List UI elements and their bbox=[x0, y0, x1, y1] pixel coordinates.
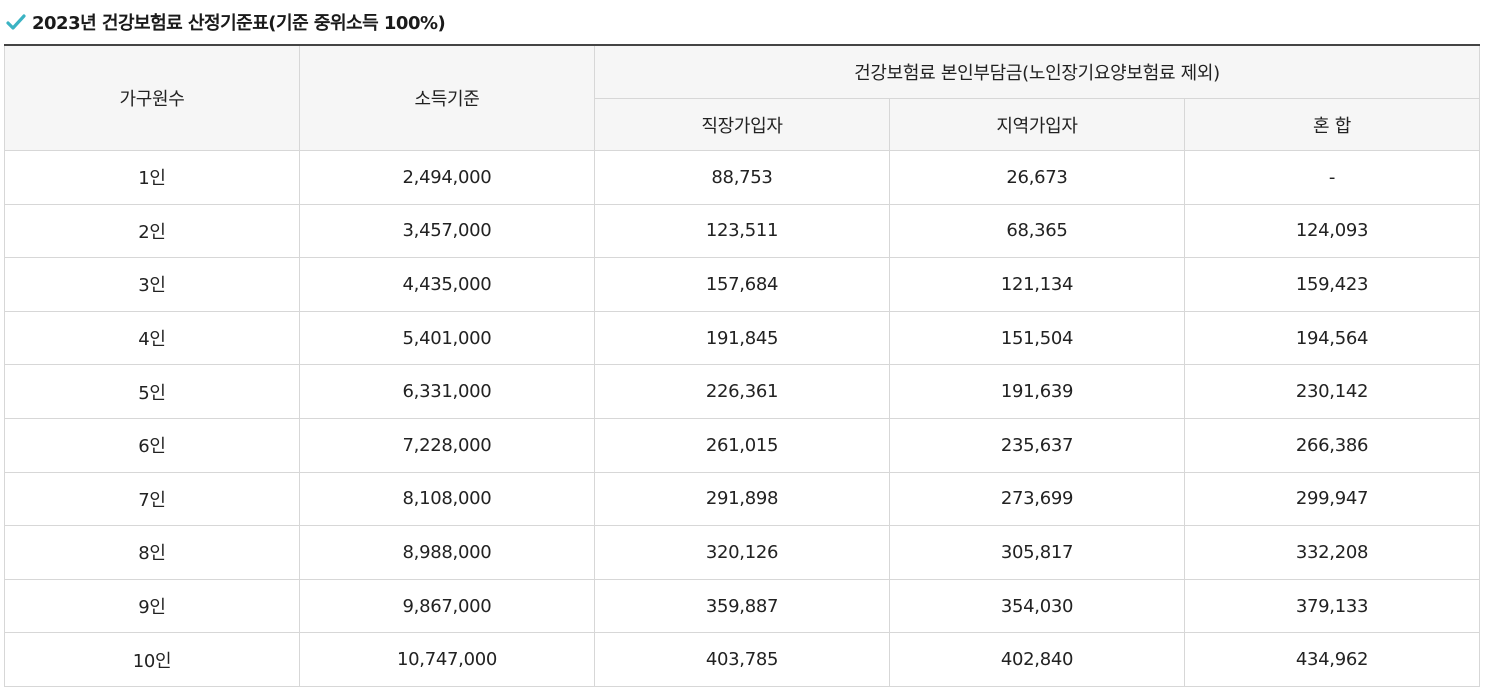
cell-mixed: 332,208 bbox=[1184, 525, 1480, 580]
table-row: 2인 3,457,000 123,511 68,365 124,093 bbox=[4, 203, 1480, 259]
table-row: 6인 7,228,000 261,015 235,637 266,386 bbox=[4, 417, 1480, 473]
table-row: 8인 8,988,000 320,126 305,817 332,208 bbox=[4, 525, 1480, 580]
cell-employee: 88,753 bbox=[594, 150, 890, 205]
cell-regional: 402,840 bbox=[889, 632, 1185, 687]
cell-income: 6,331,000 bbox=[299, 364, 595, 419]
cell-income: 5,401,000 bbox=[299, 310, 595, 366]
cell-employee: 191,845 bbox=[594, 310, 890, 366]
table-row: 10인 10,747,000 403,785 402,840 434,962 bbox=[4, 632, 1480, 687]
cell-regional: 26,673 bbox=[889, 150, 1185, 205]
premium-table-container: 가구원수 소득기준 건강보험료 본인부담금(노인장기요양보험료 제외) 직장가입… bbox=[4, 44, 1480, 687]
header-premium-group: 건강보험료 본인부담금(노인장기요양보험료 제외) bbox=[594, 44, 1480, 99]
cell-regional: 191,639 bbox=[889, 364, 1185, 419]
cell-regional: 68,365 bbox=[889, 203, 1185, 259]
cell-regional: 354,030 bbox=[889, 578, 1185, 634]
cell-employee: 403,785 bbox=[594, 632, 890, 687]
cell-income: 10,747,000 bbox=[299, 632, 595, 687]
cell-household: 9인 bbox=[4, 578, 300, 634]
cell-regional: 235,637 bbox=[889, 417, 1185, 473]
header-row-top: 가구원수 소득기준 건강보험료 본인부담금(노인장기요양보험료 제외) bbox=[4, 44, 1480, 151]
header-income: 소득기준 bbox=[299, 44, 595, 151]
cell-income: 8,988,000 bbox=[299, 525, 595, 580]
cell-employee: 261,015 bbox=[594, 417, 890, 473]
table-row: 4인 5,401,000 191,845 151,504 194,564 bbox=[4, 310, 1480, 366]
cell-household: 10인 bbox=[4, 632, 300, 687]
header-row-sub: 직장가입자 지역가입자 혼 합 bbox=[5, 98, 1480, 151]
table-row: 7인 8,108,000 291,898 273,699 299,947 bbox=[4, 471, 1480, 527]
cell-income: 2,494,000 bbox=[299, 150, 595, 205]
cell-household: 7인 bbox=[4, 471, 300, 527]
table-row: 9인 9,867,000 359,887 354,030 379,133 bbox=[4, 578, 1480, 634]
cell-household: 5인 bbox=[4, 364, 300, 419]
cell-employee: 123,511 bbox=[594, 203, 890, 259]
cell-household: 8인 bbox=[4, 525, 300, 580]
cell-household: 1인 bbox=[4, 150, 300, 205]
cell-income: 8,108,000 bbox=[299, 471, 595, 527]
header-regional: 지역가입자 bbox=[889, 98, 1185, 151]
table-row: 1인 2,494,000 88,753 26,673 - bbox=[4, 150, 1480, 205]
cell-income: 7,228,000 bbox=[299, 417, 595, 473]
cell-regional: 121,134 bbox=[889, 257, 1185, 312]
cell-household: 2인 bbox=[4, 203, 300, 259]
header-employee: 직장가입자 bbox=[594, 98, 890, 151]
cell-mixed: 124,093 bbox=[1184, 203, 1480, 259]
cell-income: 3,457,000 bbox=[299, 203, 595, 259]
cell-household: 3인 bbox=[4, 257, 300, 312]
cell-employee: 359,887 bbox=[594, 578, 890, 634]
cell-regional: 151,504 bbox=[889, 310, 1185, 366]
cell-regional: 273,699 bbox=[889, 471, 1185, 527]
cell-employee: 291,898 bbox=[594, 471, 890, 527]
cell-mixed: 299,947 bbox=[1184, 471, 1480, 527]
cell-mixed: 266,386 bbox=[1184, 417, 1480, 473]
cell-income: 4,435,000 bbox=[299, 257, 595, 312]
header-mixed: 혼 합 bbox=[1184, 98, 1480, 151]
cell-employee: 157,684 bbox=[594, 257, 890, 312]
table-row: 3인 4,435,000 157,684 121,134 159,423 bbox=[4, 257, 1480, 312]
cell-employee: 226,361 bbox=[594, 364, 890, 419]
cell-mixed: 159,423 bbox=[1184, 257, 1480, 312]
check-icon bbox=[6, 13, 26, 31]
cell-mixed: 194,564 bbox=[1184, 310, 1480, 366]
title-row: 2023년 건강보험료 산정기준표(기준 중위소득 100%) bbox=[0, 0, 1489, 44]
table-header: 가구원수 소득기준 건강보험료 본인부담금(노인장기요양보험료 제외) 직장가입… bbox=[4, 44, 1480, 151]
cell-income: 9,867,000 bbox=[299, 578, 595, 634]
table-body: 1인 2,494,000 88,753 26,673 - 2인 3,457,00… bbox=[4, 150, 1480, 687]
cell-household: 6인 bbox=[4, 417, 300, 473]
header-household: 가구원수 bbox=[4, 44, 300, 151]
cell-employee: 320,126 bbox=[594, 525, 890, 580]
cell-mixed: 379,133 bbox=[1184, 578, 1480, 634]
cell-mixed: 230,142 bbox=[1184, 364, 1480, 419]
premium-table: 가구원수 소득기준 건강보험료 본인부담금(노인장기요양보험료 제외) 직장가입… bbox=[4, 44, 1480, 687]
cell-mixed: - bbox=[1184, 150, 1480, 205]
cell-household: 4인 bbox=[4, 310, 300, 366]
cell-mixed: 434,962 bbox=[1184, 632, 1480, 687]
page-title: 2023년 건강보험료 산정기준표(기준 중위소득 100%) bbox=[32, 13, 446, 34]
cell-regional: 305,817 bbox=[889, 525, 1185, 580]
table-row: 5인 6,331,000 226,361 191,639 230,142 bbox=[4, 364, 1480, 419]
